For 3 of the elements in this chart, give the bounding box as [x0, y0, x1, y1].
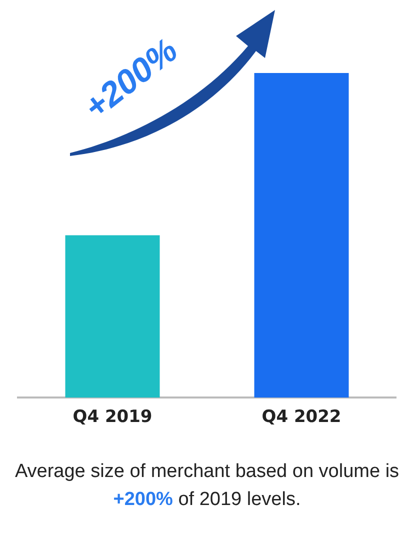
text: Average size of merchant based on volume is +200% of 2019 levels.: [14, 461, 400, 510]
x-tick-label: Q4 2019: [72, 407, 152, 428]
x-tick-label: Q4 2022: [262, 407, 342, 428]
